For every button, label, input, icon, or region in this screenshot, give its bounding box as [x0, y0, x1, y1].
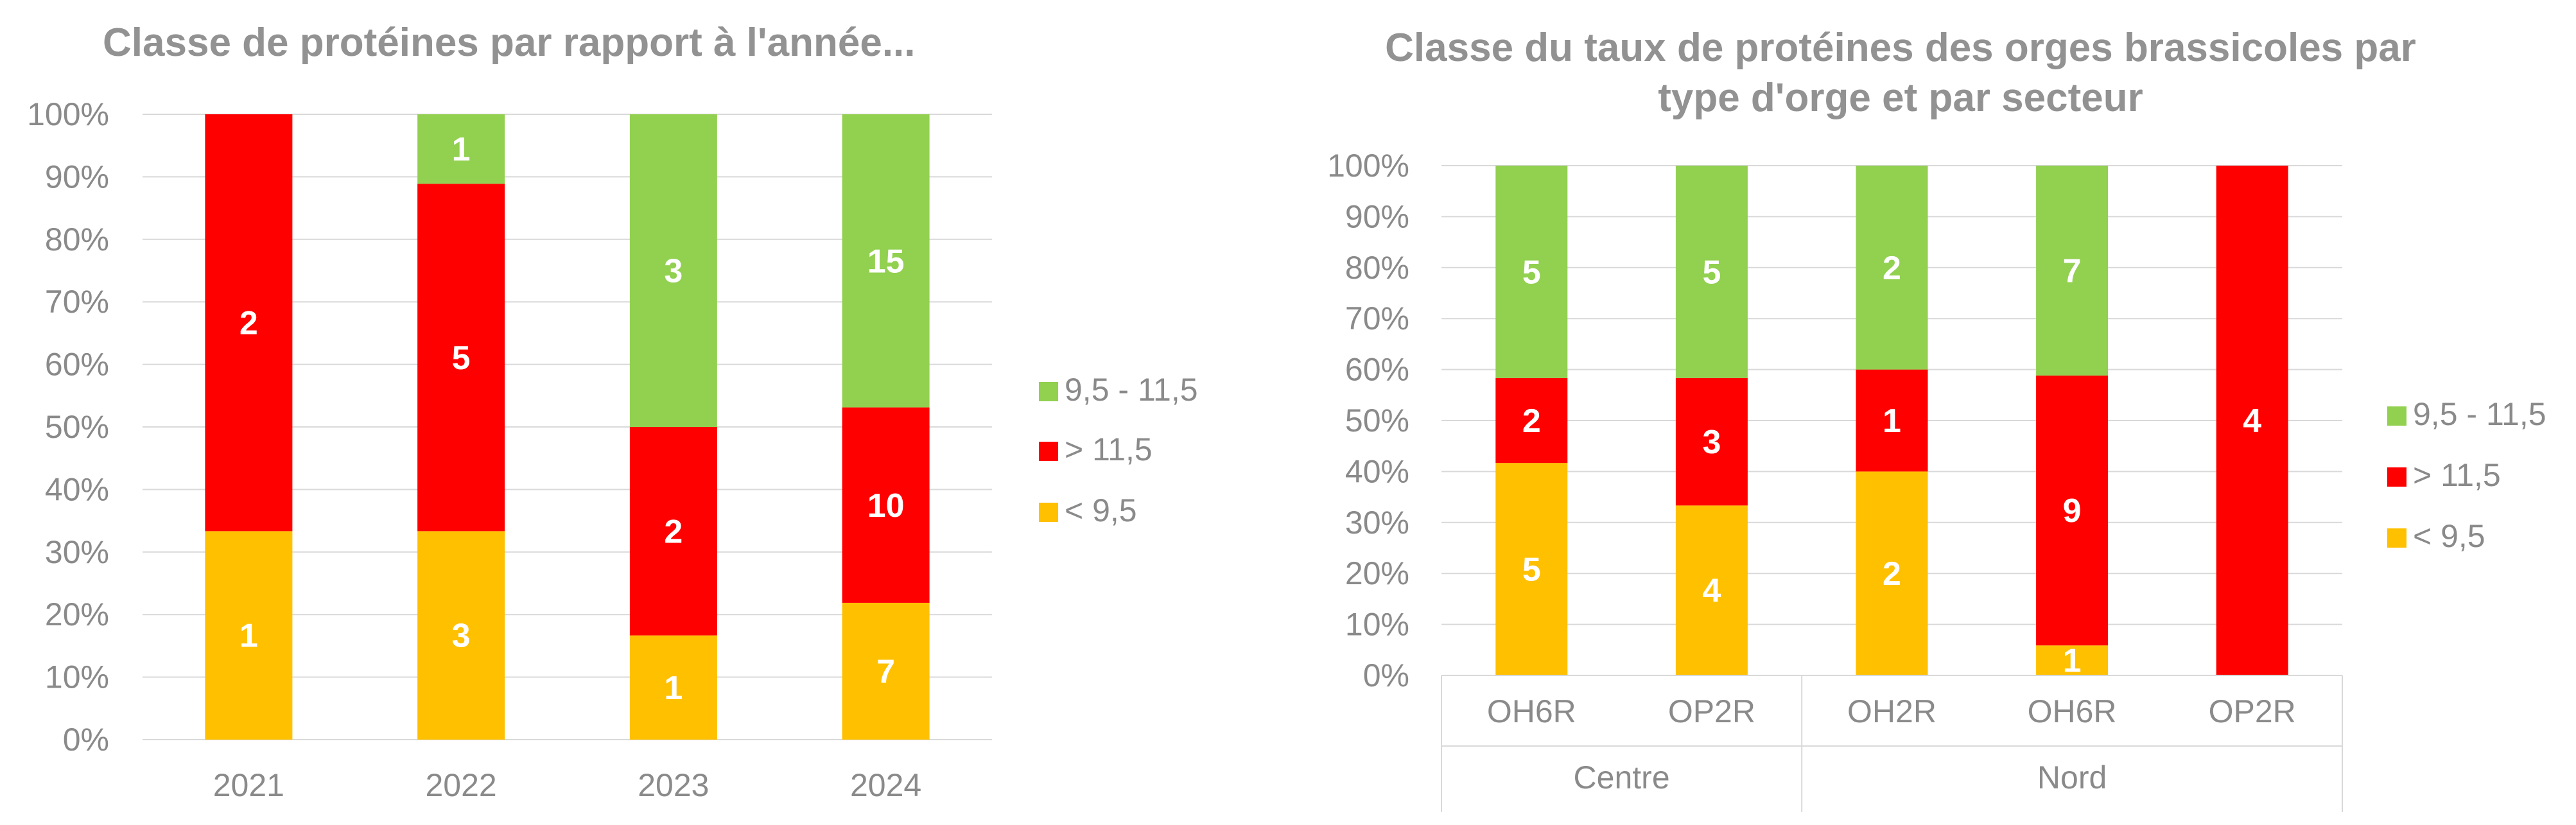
chart2-x-tick: OP2R [2209, 693, 2296, 729]
chart2-bar-segment [2036, 645, 2109, 675]
chart2-bar-segment [1856, 166, 1928, 370]
chart2-bar-segment [1495, 463, 1568, 675]
chart2-y-tick: 90% [1345, 198, 1409, 234]
chart1-legend-label: > 11,5 [1065, 431, 1153, 467]
chart1-data-label: 3 [452, 618, 471, 655]
chart2-data-label: 5 [1522, 551, 1541, 589]
chart2-y-tick: 70% [1345, 300, 1409, 336]
chart2-data-label: 2 [1883, 250, 1901, 287]
chart1-y-tick: 0% [63, 722, 109, 758]
chart1-x-tick: 2021 [213, 767, 284, 803]
chart1-y-tick: 80% [45, 221, 109, 257]
chart2-data-label: 5 [1702, 254, 1721, 291]
chart1-y-tick: 20% [45, 596, 109, 632]
chart1-data-label: 3 [664, 253, 683, 290]
chart2-y-tick: 50% [1345, 403, 1409, 439]
chart2-data-label: 1 [1883, 403, 1901, 440]
chart1-bar-segment [205, 531, 293, 740]
chart2-y-tick: 0% [1363, 657, 1409, 693]
chart1-y-tick: 70% [45, 284, 109, 320]
chart2-legend-swatch [2387, 406, 2406, 426]
chart1-bar-segment [842, 114, 930, 408]
chart1-y-tick: 50% [45, 409, 109, 445]
chart2-data-label: 4 [2243, 403, 2261, 440]
chart1-x-tick: 2022 [426, 767, 497, 803]
chart2-y-tick: 40% [1345, 453, 1409, 489]
chart2-bar-segment [1675, 505, 1748, 675]
chart1-x-tick: 2024 [850, 767, 921, 803]
chart1-data-label: 2 [664, 513, 683, 550]
chart1-bar-segment [417, 531, 505, 740]
chart1-bar-segment [842, 602, 930, 740]
chart2-bar-segment [2036, 375, 2109, 646]
chart2-y-tick: 10% [1345, 607, 1409, 643]
chart1-x-tick: 2023 [638, 767, 709, 803]
chart2-data-label: 9 [2063, 492, 2082, 530]
chart1-bar-segment [205, 114, 293, 532]
chart1-y-tick: 10% [45, 659, 109, 695]
chart1-y-tick: 60% [45, 347, 109, 383]
chart2-legend-swatch [2387, 528, 2406, 548]
chart2-legend-swatch [2387, 467, 2406, 487]
chart2-bar-segment [1495, 378, 1568, 464]
chart2-bar-segment [1495, 166, 1568, 378]
chart2-bar-segment [1856, 369, 1928, 472]
chart1-legend-label: 9,5 - 11,5 [1065, 372, 1198, 408]
chart2-data-label: 2 [1522, 403, 1541, 440]
chart1-title: Classe de protéines par rapport à l'anné… [103, 21, 916, 65]
chart2-x-tick: OH6R [1487, 693, 1576, 729]
chart1-data-label: 10 [867, 487, 905, 525]
chart1-data-label: 7 [876, 653, 895, 690]
chart2-bar-segment [2216, 166, 2288, 675]
chart1-bar-segment [417, 114, 505, 184]
chart1-bar-segment [629, 635, 717, 740]
chart1-y-tick: 30% [45, 534, 109, 570]
chart2-data-label: 2 [1883, 555, 1901, 593]
chart1-bar-segment [417, 184, 505, 532]
chart2-data-label: 3 [1702, 424, 1721, 461]
chart2-x-tick: OP2R [1668, 693, 1755, 729]
chart2-x-tick: OH2R [1847, 693, 1936, 729]
chart1-data-label: 1 [664, 670, 683, 707]
chart2-group-label: Centre [1574, 760, 1670, 795]
chart2-data-label: 4 [1702, 573, 1721, 610]
chart2-data-label: 1 [2063, 643, 2082, 680]
chart1-data-label: 2 [239, 305, 258, 342]
chart1-data-label: 15 [867, 243, 905, 280]
chart2-y-tick: 100% [1327, 148, 1409, 184]
chart1-y-tick: 90% [45, 159, 109, 195]
chart1-legend-label: < 9,5 [1065, 492, 1137, 528]
chart2-x-tick: OH6R [2028, 693, 2117, 729]
chart1-legend-swatch [1039, 442, 1058, 461]
chart2-bar-segment [1856, 471, 1928, 675]
chart2-legend-label: < 9,5 [2413, 518, 2485, 554]
chart1-y-tick: 40% [45, 471, 109, 507]
chart2-legend-label: > 11,5 [2413, 457, 2501, 493]
chart1-bar-segment [842, 407, 930, 603]
chart2-title: Classe du taux de protéines des orges br… [1385, 26, 2416, 120]
chart1-bar-segment [629, 114, 717, 427]
chart2-bar-segment [1675, 166, 1748, 378]
chart2-data-label: 7 [2063, 252, 2082, 290]
chart1-data-label: 5 [452, 340, 471, 377]
chart1-legend-swatch [1039, 503, 1058, 522]
chart2-data-label: 5 [1522, 254, 1541, 291]
chart2-group-label: Nord [2037, 760, 2107, 795]
chart1-legend-swatch [1039, 382, 1058, 401]
chart1-data-label: 1 [239, 618, 258, 655]
chart2-bar-segment [1675, 378, 1748, 506]
chart2-y-tick: 20% [1345, 555, 1409, 591]
chart2-y-tick: 30% [1345, 505, 1409, 541]
chart1-y-tick: 100% [27, 96, 109, 132]
chart1-bar-segment [629, 427, 717, 636]
chart2-bar-segment [2036, 166, 2109, 376]
chart2-y-tick: 60% [1345, 352, 1409, 388]
chart1-data-label: 1 [452, 131, 471, 168]
chart2-legend-label: 9,5 - 11,5 [2413, 396, 2546, 432]
chart2-y-tick: 80% [1345, 250, 1409, 286]
